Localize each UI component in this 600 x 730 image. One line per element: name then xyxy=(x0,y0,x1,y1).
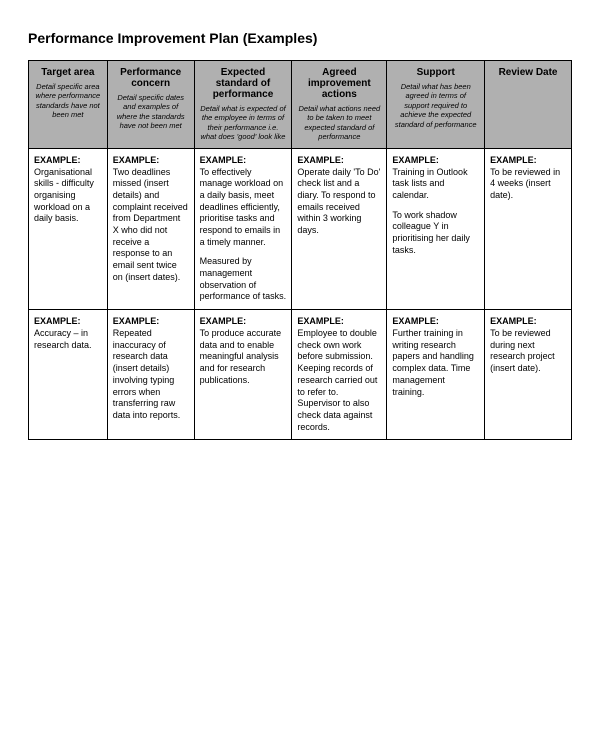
cell-target-area: EXAMPLE: Organisational skills - difficu… xyxy=(29,148,108,310)
col-header-desc: Detail specific dates and examples of wh… xyxy=(113,93,189,131)
col-header-label: Agreed improvement actions xyxy=(297,67,381,100)
cell-body: To work shadow colleague Y in prioritisi… xyxy=(392,210,479,257)
cell-support: EXAMPLE: Further training in writing res… xyxy=(387,310,485,440)
pip-table: Target area Detail specific area where p… xyxy=(28,60,572,440)
cell-expected-standard: EXAMPLE: To effectively manage workload … xyxy=(194,148,292,310)
cell-label: EXAMPLE: xyxy=(34,155,102,165)
col-header-desc: Detail what actions need to be taken to … xyxy=(297,104,381,142)
page-title: Performance Improvement Plan (Examples) xyxy=(28,30,572,46)
cell-agreed-actions: EXAMPLE: Operate daily 'To Do' check lis… xyxy=(292,148,387,310)
cell-body: Operate daily 'To Do' check list and a d… xyxy=(297,167,381,237)
cell-body: Training in Outlook task lists and calen… xyxy=(392,167,479,202)
col-header-label: Performance concern xyxy=(113,67,189,89)
cell-review-date: EXAMPLE: To be reviewed in 4 weeks (inse… xyxy=(485,148,572,310)
cell-support: EXAMPLE: Training in Outlook task lists … xyxy=(387,148,485,310)
cell-performance-concern: EXAMPLE: Repeated inaccuracy of research… xyxy=(107,310,194,440)
col-header-agreed-actions: Agreed improvement actions Detail what a… xyxy=(292,61,387,149)
cell-label: EXAMPLE: xyxy=(297,155,381,165)
cell-body: Measured by management observation of pe… xyxy=(200,256,287,303)
col-header-desc: Detail what has been agreed in terms of … xyxy=(392,82,479,129)
cell-body: To be reviewed during next research proj… xyxy=(490,328,566,375)
col-header-support: Support Detail what has been agreed in t… xyxy=(387,61,485,149)
table-header-row: Target area Detail specific area where p… xyxy=(29,61,572,149)
cell-body: To be reviewed in 4 weeks (insert date). xyxy=(490,167,566,202)
cell-review-date: EXAMPLE: To be reviewed during next rese… xyxy=(485,310,572,440)
col-header-label: Expected standard of performance xyxy=(200,67,287,100)
cell-body: Repeated inaccuracy of research data (in… xyxy=(113,328,189,422)
cell-label: EXAMPLE: xyxy=(113,316,189,326)
cell-label: EXAMPLE: xyxy=(34,316,102,326)
col-header-label: Support xyxy=(392,67,479,78)
cell-label: EXAMPLE: xyxy=(297,316,381,326)
cell-performance-concern: EXAMPLE: Two deadlines missed (insert de… xyxy=(107,148,194,310)
cell-label: EXAMPLE: xyxy=(392,155,479,165)
cell-body: Organisational skills - difficulty organ… xyxy=(34,167,102,225)
cell-body: To effectively manage workload on a dail… xyxy=(200,167,287,249)
cell-label: EXAMPLE: xyxy=(392,316,479,326)
col-header-label: Review Date xyxy=(490,67,566,78)
cell-label: EXAMPLE: xyxy=(490,155,566,165)
col-header-performance-concern: Performance concern Detail specific date… xyxy=(107,61,194,149)
cell-agreed-actions: EXAMPLE: Employee to double check own wo… xyxy=(292,310,387,440)
cell-label: EXAMPLE: xyxy=(113,155,189,165)
cell-label: EXAMPLE: xyxy=(200,155,287,165)
cell-label: EXAMPLE: xyxy=(490,316,566,326)
col-header-desc: Detail what is expected of the employee … xyxy=(200,104,287,142)
cell-expected-standard: EXAMPLE: To produce accurate data and to… xyxy=(194,310,292,440)
table-row: EXAMPLE: Accuracy – in research data. EX… xyxy=(29,310,572,440)
cell-body: Employee to double check own work before… xyxy=(297,328,381,433)
col-header-desc: Detail specific area where performance s… xyxy=(34,82,102,120)
cell-body: To produce accurate data and to enable m… xyxy=(200,328,287,386)
cell-body: Accuracy – in research data. xyxy=(34,328,102,351)
table-row: EXAMPLE: Organisational skills - difficu… xyxy=(29,148,572,310)
cell-target-area: EXAMPLE: Accuracy – in research data. xyxy=(29,310,108,440)
col-header-expected-standard: Expected standard of performance Detail … xyxy=(194,61,292,149)
cell-label: EXAMPLE: xyxy=(200,316,287,326)
cell-body: Two deadlines missed (insert details) an… xyxy=(113,167,189,284)
col-header-target-area: Target area Detail specific area where p… xyxy=(29,61,108,149)
cell-body: Further training in writing research pap… xyxy=(392,328,479,398)
col-header-review-date: Review Date xyxy=(485,61,572,149)
col-header-label: Target area xyxy=(34,67,102,78)
